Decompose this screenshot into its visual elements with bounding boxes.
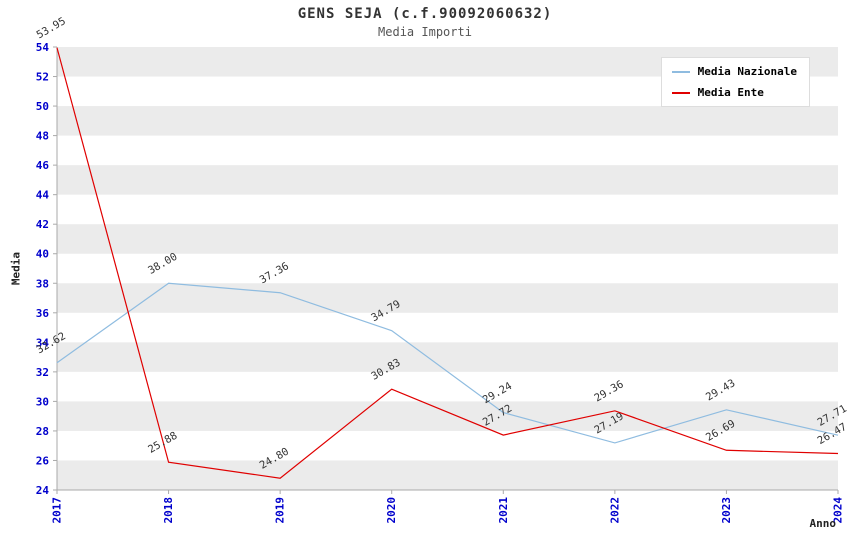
x-tick-label: 2018 — [162, 497, 175, 524]
x-tick-label: 2023 — [720, 497, 733, 524]
y-axis-title: Media — [9, 251, 23, 286]
series-line-media-ente — [56, 47, 839, 479]
y-tick-label: 48 — [36, 130, 49, 143]
point-value-label: 29.43 — [704, 377, 737, 403]
legend-item-media-ente: Media Ente — [671, 86, 797, 99]
grid-band — [57, 224, 838, 254]
x-axis-title: Anno — [809, 517, 837, 530]
legend-label-ente: Media Ente — [697, 86, 764, 99]
legend-item-media-nazionale: Media Nazionale — [671, 65, 797, 78]
x-tick-label: 2022 — [608, 497, 621, 524]
y-tick-label: 38 — [36, 277, 49, 290]
x-tick-label: 2021 — [497, 497, 510, 524]
grid-band — [57, 165, 838, 195]
y-tick-label: 40 — [36, 248, 49, 261]
y-tick-label: 36 — [36, 307, 50, 320]
grid-band — [57, 283, 838, 313]
y-tick-label: 34 — [36, 336, 50, 349]
y-tick-label: 54 — [36, 41, 50, 54]
y-tick-label: 24 — [36, 484, 50, 497]
legend: Media Nazionale Media Ente — [660, 57, 810, 107]
legend-label-nazionale: Media Nazionale — [697, 65, 797, 78]
x-tick-label: 2019 — [274, 497, 287, 524]
point-value-label: 37.36 — [258, 260, 291, 286]
x-tick-label: 2020 — [385, 497, 398, 524]
y-tick-label: 42 — [36, 218, 49, 231]
chart-subtitle: Media Importi — [378, 25, 472, 39]
point-value-label: 29.36 — [592, 378, 625, 404]
chart-title: GENS SEJA (c.f.90092060632) — [297, 6, 553, 22]
y-tick-label: 32 — [36, 366, 49, 379]
grid-band — [57, 106, 838, 136]
x-tick-label: 2017 — [51, 497, 64, 524]
y-tick-label: 50 — [36, 100, 49, 113]
y-tick-label: 44 — [36, 189, 50, 202]
grid-band — [57, 460, 838, 490]
legend-swatch-ente-icon — [671, 91, 690, 94]
y-tick-label: 52 — [36, 71, 49, 84]
point-value-label: 25.88 — [146, 430, 179, 456]
grid-band — [57, 342, 838, 372]
y-tick-label: 26 — [36, 454, 50, 467]
point-value-label: 38.00 — [146, 251, 179, 277]
grid-band — [57, 401, 838, 431]
y-tick-label: 28 — [36, 425, 49, 438]
y-tick-label: 30 — [36, 395, 49, 408]
y-tick-label: 46 — [36, 159, 50, 172]
series-line-media-nazionale — [56, 282, 839, 444]
x-tick-label: 2024 — [832, 497, 845, 524]
legend-swatch-nazionale-icon — [671, 70, 690, 73]
